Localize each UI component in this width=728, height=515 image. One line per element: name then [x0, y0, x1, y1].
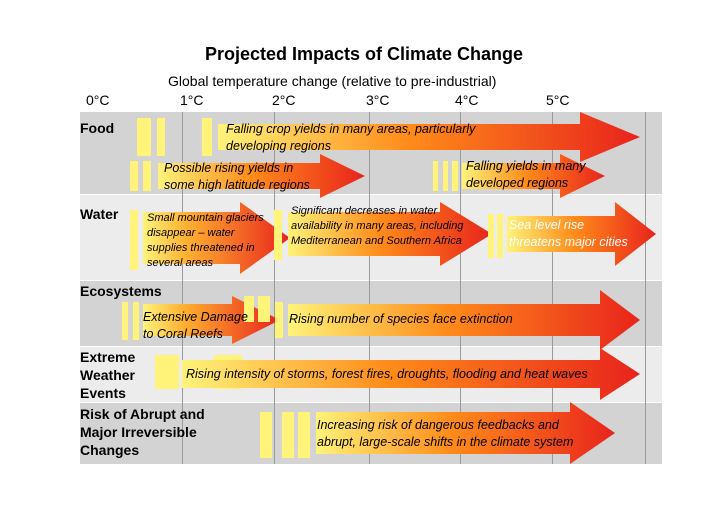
label-line: Significant decreases in water — [291, 205, 438, 217]
band-separator — [80, 280, 662, 281]
label-line: Falling crop yields in many areas, parti… — [226, 122, 476, 136]
gridline-3c — [369, 112, 370, 464]
category-line: Weather — [80, 367, 135, 383]
category-line: Extreme — [80, 349, 136, 365]
chart-title: Projected Impacts of Climate Change — [204, 44, 524, 64]
gridline-1c — [182, 112, 183, 464]
label-line: Increasing risk of dangerous feedbacks a… — [317, 418, 559, 432]
tick-5c: 5°C — [546, 92, 570, 108]
label-line: availability in many areas, including — [291, 220, 464, 232]
label-line: Small mountain glaciers — [147, 212, 264, 224]
tick-4c: 4°C — [455, 92, 479, 108]
category-water: Water — [80, 206, 119, 222]
label-water-availability: Significant decreases in water availabil… — [291, 204, 463, 249]
arrow-water-glaciers — [130, 202, 290, 274]
category-abrupt-changes: Risk of Abrupt and Major Irreversible Ch… — [80, 405, 205, 459]
label-line: abrupt, large-scale shifts in the climat… — [317, 435, 574, 449]
label-line: developing regions — [226, 139, 331, 153]
gridline-2c — [274, 112, 275, 464]
gridline-4c — [460, 112, 461, 464]
label-line: some high latitude regions — [164, 178, 310, 192]
arrow-food-crop-yields — [137, 112, 640, 162]
arrow-food-developed — [433, 154, 605, 198]
category-line: Events — [80, 385, 126, 401]
band-separator — [80, 194, 662, 195]
label-line: developed regions — [466, 176, 569, 190]
label-line: Falling yields in many — [466, 159, 586, 173]
category-line: Changes — [80, 442, 140, 458]
label-food-crop-yields: Falling crop yields in many areas, parti… — [226, 121, 475, 155]
arrow-water-availability — [274, 202, 492, 266]
band-separator — [80, 402, 662, 403]
tick-0c: 0°C — [86, 92, 110, 108]
axis-subtitle: Global temperature change (relative to p… — [168, 73, 497, 89]
category-line: Major Irreversible — [80, 424, 197, 440]
arrow-food-rising-yields — [130, 154, 365, 198]
category-extreme-weather: Extreme Weather Events — [80, 348, 135, 402]
tick-3c: 3°C — [366, 92, 390, 108]
tick-1c: 1°C — [180, 92, 204, 108]
label-water-glaciers: Small mountain glaciers disappear – wate… — [147, 211, 264, 271]
label-abrupt-feedbacks: Increasing risk of dangerous feedbacks a… — [317, 417, 573, 451]
label-line: Extensive Damage — [143, 310, 248, 324]
arrow-abrupt-feedbacks — [260, 402, 615, 464]
label-line: Mediterranean and Southern Africa — [291, 235, 462, 247]
label-water-sea-level: Sea level rise threatens major cities — [509, 217, 628, 251]
category-ecosystems: Ecosystems — [80, 283, 162, 299]
gridline-6c — [645, 112, 646, 464]
label-food-developed: Falling yields in many developed regions — [466, 158, 586, 192]
label-line: Possible rising yields in — [164, 161, 294, 175]
arrow-eco-coral — [122, 296, 280, 344]
tick-2c: 2°C — [272, 92, 296, 108]
label-line: threatens major cities — [509, 235, 628, 249]
label-weather-intensity: Rising intensity of storms, forest fires… — [186, 367, 588, 381]
gridline-5c — [552, 112, 553, 464]
arrow-weather-intensity — [155, 348, 640, 400]
category-food: Food — [80, 120, 115, 136]
label-line: disappear – water — [147, 227, 235, 239]
category-line: Risk of Abrupt and — [80, 406, 205, 422]
label-eco-extinction: Rising number of species face extinction — [289, 312, 513, 326]
label-line: to Coral Reefs — [143, 327, 223, 341]
arrow-eco-extinction — [275, 290, 640, 350]
label-line: Sea level rise — [509, 218, 585, 232]
label-line: supplies threatened in — [147, 242, 255, 254]
label-eco-coral: Extensive Damage to Coral Reefs — [143, 309, 248, 343]
band-separator — [80, 346, 662, 347]
label-line: several areas — [147, 257, 214, 269]
label-food-rising-yields: Possible rising yields in some high lati… — [164, 160, 310, 194]
arrow-water-sea-level — [488, 202, 656, 266]
